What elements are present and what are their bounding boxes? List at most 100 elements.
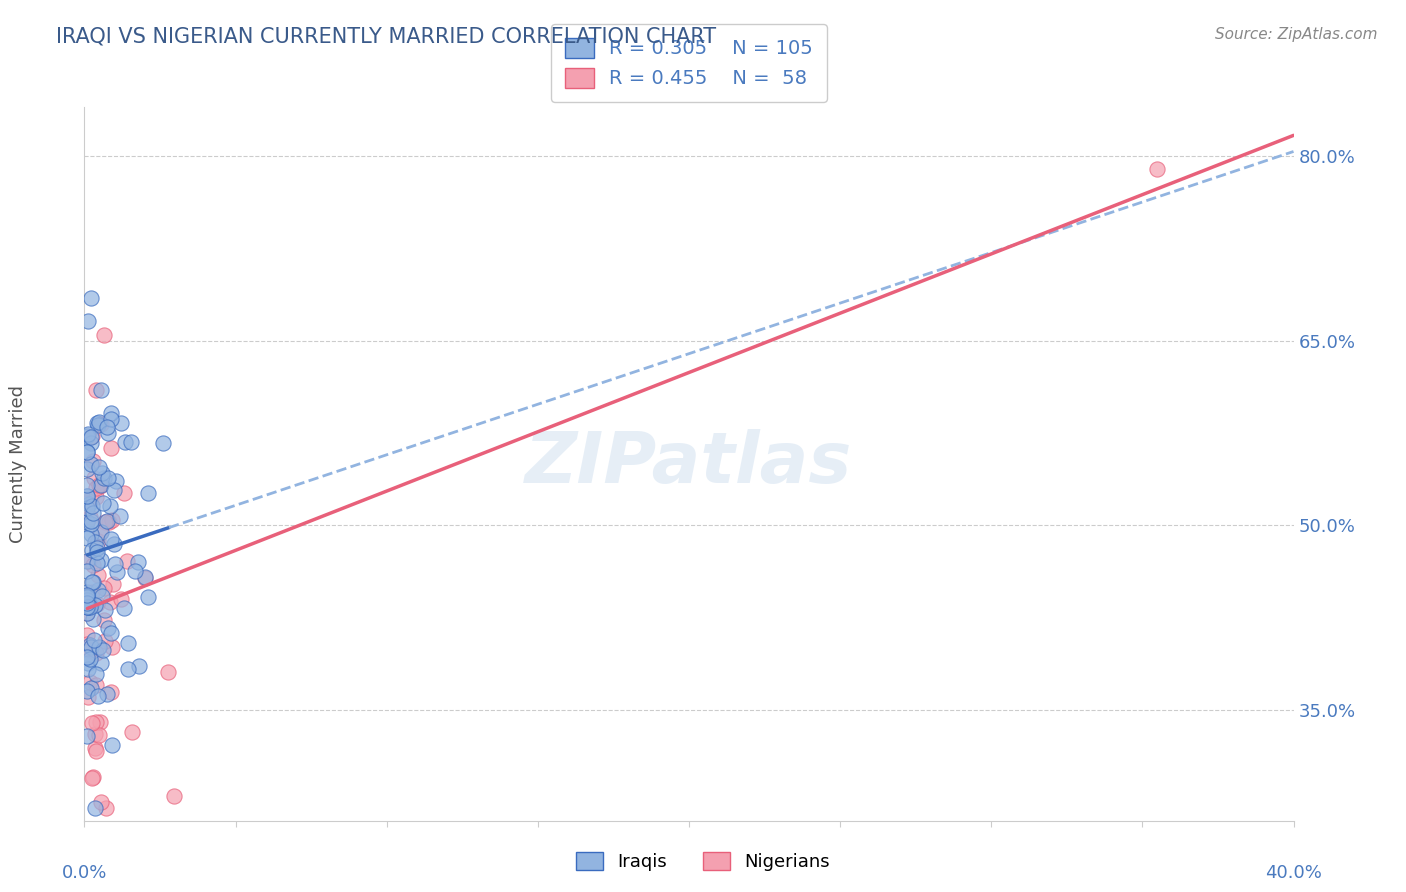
Point [136, 590, 159, 604]
Point [83, 740, 105, 755]
Point [87, 640, 110, 655]
Text: 40.0%: 40.0% [1265, 863, 1322, 881]
Point [91, 642, 114, 657]
Point [96, 687, 118, 701]
Point [76, 649, 98, 664]
Point [76, 684, 98, 698]
Point [77, 600, 100, 615]
Point [1146, 161, 1168, 176]
Point [128, 659, 150, 673]
Point [84, 535, 107, 549]
Point [100, 406, 122, 420]
Point [120, 434, 142, 449]
Point [80, 430, 103, 444]
Point [84, 481, 107, 495]
Point [117, 662, 139, 676]
Point [91, 496, 114, 510]
Point [104, 557, 127, 571]
Point [79, 638, 101, 652]
Point [100, 533, 122, 547]
Point [103, 537, 125, 551]
Point [80, 429, 103, 443]
Point [84, 667, 107, 681]
Point [103, 483, 125, 497]
Point [83, 599, 105, 613]
Point [110, 417, 132, 431]
Point [87, 689, 110, 703]
Point [76, 596, 98, 610]
Point [77, 313, 100, 327]
Point [93, 327, 115, 342]
Point [86, 417, 108, 432]
Point [80, 543, 103, 558]
Point [76, 554, 98, 568]
Point [87, 582, 110, 597]
Point [84, 744, 107, 758]
Point [115, 554, 138, 568]
Point [89, 526, 111, 541]
Point [93, 471, 115, 485]
Point [76, 637, 98, 651]
Text: Currently Married: Currently Married [8, 384, 27, 543]
Point [86, 715, 108, 730]
Point [86, 597, 108, 611]
Point [91, 466, 114, 480]
Point [77, 589, 100, 603]
Point [76, 445, 98, 459]
Point [84, 647, 107, 661]
Point [101, 513, 124, 527]
Point [101, 738, 124, 752]
Point [112, 486, 135, 500]
Point [83, 471, 105, 485]
Point [89, 715, 111, 730]
Point [87, 415, 110, 429]
Point [93, 581, 115, 595]
Point [114, 435, 136, 450]
Point [77, 554, 100, 568]
Point [94, 515, 117, 529]
Point [80, 681, 103, 695]
Point [100, 685, 122, 699]
Text: IRAQI VS NIGERIAN CURRENTLY MARRIED CORRELATION CHART: IRAQI VS NIGERIAN CURRENTLY MARRIED CORR… [56, 27, 717, 46]
Point [76, 496, 98, 510]
Point [76, 607, 98, 621]
Point [90, 525, 112, 540]
Point [79, 675, 101, 690]
Point [121, 725, 143, 739]
Point [76, 729, 98, 743]
Point [79, 652, 101, 666]
Point [77, 599, 100, 614]
Point [110, 591, 132, 606]
Point [97, 471, 120, 485]
Point [82, 611, 104, 625]
Point [82, 499, 104, 513]
Point [86, 556, 108, 570]
Point [93, 613, 115, 627]
Point [96, 419, 118, 434]
Point [90, 589, 112, 603]
Point [86, 545, 108, 559]
Point [89, 479, 111, 493]
Point [90, 477, 112, 491]
Point [97, 426, 120, 441]
Point [80, 491, 103, 505]
Point [110, 508, 132, 523]
Point [76, 462, 98, 476]
Point [89, 459, 111, 474]
Point [87, 568, 110, 582]
Point [86, 416, 108, 430]
Point [94, 801, 117, 815]
Point [80, 771, 103, 785]
Point [76, 607, 98, 621]
Point [127, 555, 149, 569]
Point [76, 585, 98, 599]
Point [82, 771, 104, 785]
Point [97, 516, 120, 530]
Point [82, 454, 104, 468]
Point [86, 541, 108, 555]
Text: 0.0%: 0.0% [62, 863, 107, 881]
Point [76, 429, 98, 443]
Point [82, 506, 104, 520]
Point [105, 565, 128, 579]
Point [98, 500, 121, 514]
